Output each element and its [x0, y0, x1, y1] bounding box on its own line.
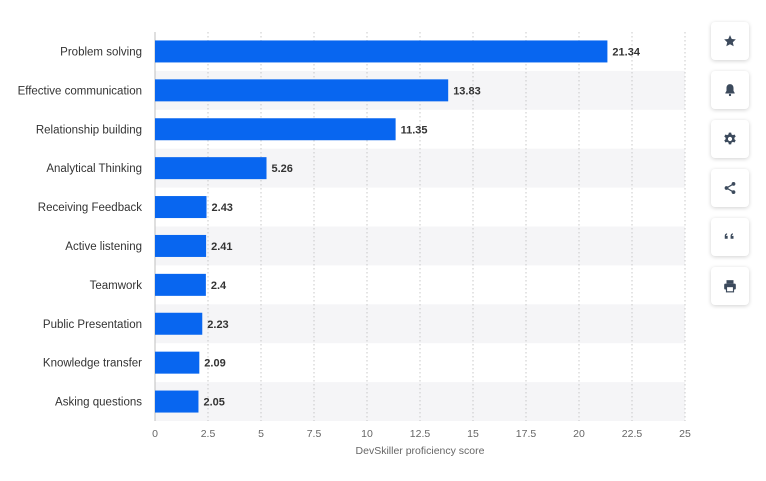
x-tick-label: 12.5: [410, 428, 431, 440]
favorite-button[interactable]: [711, 22, 749, 60]
data-label: 21.34: [612, 46, 640, 58]
bar[interactable]: [155, 79, 449, 102]
category-label: Teamwork: [90, 280, 143, 292]
category-label: Effective communication: [18, 85, 142, 97]
x-tick-label: 2.5: [201, 428, 216, 440]
notification-button[interactable]: [711, 71, 749, 109]
bar[interactable]: [155, 273, 206, 296]
bar[interactable]: [155, 312, 203, 335]
data-label: 5.26: [272, 163, 293, 175]
quote-icon: [724, 233, 734, 239]
bell-icon: [725, 84, 735, 97]
chart-canvas: Problem solving 21.34 Effective communicat…: [18, 32, 691, 457]
x-tick-label: 20: [573, 428, 585, 440]
bar[interactable]: [155, 351, 200, 374]
gear-icon: [724, 132, 736, 145]
category-label: Asking questions: [55, 397, 142, 409]
data-label: 2.41: [211, 241, 232, 253]
bar[interactable]: [155, 118, 396, 141]
x-tick-label: 5: [258, 428, 264, 440]
category-label: Receiving Feedback: [38, 202, 142, 214]
bar[interactable]: [155, 234, 207, 257]
category-label: Knowledge transfer: [43, 358, 142, 370]
settings-button[interactable]: [711, 120, 749, 158]
row-band: [155, 382, 685, 421]
data-label: 13.83: [453, 85, 481, 97]
bar-chart: Problem solving 21.34 Effective communicat…: [18, 32, 691, 457]
data-label: 2.43: [212, 202, 233, 214]
x-tick-label: 22.5: [622, 428, 643, 440]
x-tick-label: 10: [361, 428, 373, 440]
category-label: Active listening: [65, 241, 142, 253]
data-label: 2.09: [204, 358, 225, 370]
category-label: Analytical Thinking: [46, 163, 142, 175]
x-tick-label: 25: [679, 428, 691, 440]
cite-button[interactable]: [711, 218, 749, 256]
data-label: 2.05: [203, 397, 224, 409]
share-button[interactable]: [711, 169, 749, 207]
bar[interactable]: [155, 157, 267, 180]
x-tick-label: 7.5: [307, 428, 322, 440]
print-icon: [724, 280, 736, 293]
side-toolbar: [711, 22, 749, 316]
x-tick-label: 15: [467, 428, 479, 440]
share-icon: [724, 182, 736, 194]
x-tick-label: 0: [152, 428, 158, 440]
category-label: Relationship building: [36, 124, 142, 136]
category-label: Problem solving: [60, 46, 142, 58]
print-button[interactable]: [711, 267, 749, 305]
bar[interactable]: [155, 40, 608, 63]
data-label: 11.35: [401, 124, 428, 136]
bar[interactable]: [155, 390, 199, 413]
x-tick-label: 17.5: [516, 428, 537, 440]
x-axis-title: DevSkiller proficiency score: [356, 445, 485, 457]
data-label: 2.4: [211, 280, 227, 292]
star-icon: [724, 35, 736, 47]
category-label: Public Presentation: [43, 319, 142, 331]
data-label: 2.23: [207, 319, 228, 331]
bar[interactable]: [155, 196, 207, 219]
